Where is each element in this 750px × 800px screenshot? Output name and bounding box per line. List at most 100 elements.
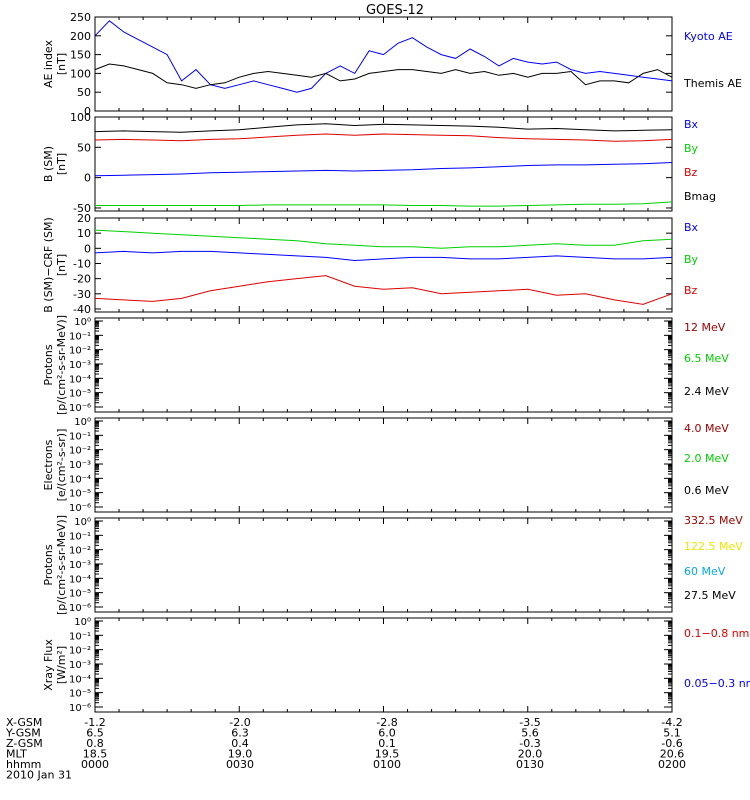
series-line xyxy=(94,133,673,142)
panel-frame xyxy=(94,116,673,212)
panel-frame xyxy=(94,617,673,713)
legend-entry: 0.1−0.8 nm xyxy=(684,627,749,640)
legend-entry: 122.5 MeV xyxy=(684,540,743,553)
x-row-value: 0.4 xyxy=(231,737,249,750)
date-label: 2010 Jan 31 xyxy=(6,769,72,782)
legend-entry: 2.0 MeV xyxy=(684,452,729,465)
legend-entry: Bmag xyxy=(684,190,716,203)
y-tick-label: 10⁰ xyxy=(74,617,91,628)
y-tick-label: -40 xyxy=(73,303,91,316)
y-tick-label: -10 xyxy=(73,257,91,270)
x-row-value: 0130 xyxy=(516,758,544,771)
y-axis-label: Protons xyxy=(42,544,55,585)
y-tick-label: 10⁻⁴ xyxy=(69,374,91,385)
y-tick-label: 10⁻³ xyxy=(69,460,91,471)
legend-entry: 0.05−0.3 nm xyxy=(684,677,750,690)
legend-entry: Themis AE xyxy=(683,77,742,90)
y-tick-label: 10⁻⁶ xyxy=(69,503,91,514)
y-tick-label: 10⁻⁶ xyxy=(69,403,91,414)
panel-3: B (SM)−CRF (SM) [nT] -40 -30 -20 -10 0 10 20 Bx By… xyxy=(42,212,699,316)
x-row-value: 6.3 xyxy=(231,727,249,740)
y-tick-label: 10⁰ xyxy=(74,517,91,528)
series-line xyxy=(94,250,673,262)
x-row-value: -0.3 xyxy=(519,737,540,750)
x-row-value: 5.1 xyxy=(663,727,681,740)
y-tick-label: 0 xyxy=(84,242,91,255)
panel-5: Electrons [e/(cm²-s-sr)] 10⁰ 10⁻¹ 10⁻² 10⁻³ 10… xyxy=(42,417,729,514)
x-row-value: 0200 xyxy=(658,758,686,771)
panel-4: Protons [p/(cm²-s-sr-MeV)] 10⁰ 10⁻¹ 10⁻² 10⁻³… xyxy=(42,315,729,415)
y-tick-label: -30 xyxy=(73,288,91,301)
y-axis-label: Xray Flux xyxy=(42,639,55,691)
x-row-value: -3.5 xyxy=(519,716,540,729)
y-tick-label: 10⁻¹ xyxy=(69,431,91,442)
x-row-value: 19.0 xyxy=(228,748,253,761)
y-axis-label: [nT] xyxy=(55,254,68,276)
y-axis-label: B (SM)−CRF (SM) xyxy=(42,217,55,313)
y-axis-label: AE index xyxy=(42,39,55,88)
y-tick-label: 10⁻² xyxy=(69,446,91,457)
y-axis-label: Protons xyxy=(42,344,55,385)
y-axis-label: [e/(cm²-s-sr)] xyxy=(55,429,68,502)
legend-entry: 4.0 MeV xyxy=(684,422,729,435)
x-row-value: 18.5 xyxy=(83,748,108,761)
legend-entry: 12 MeV xyxy=(684,321,726,334)
legend-entry: Bz xyxy=(684,166,698,179)
y-tick-label: -20 xyxy=(73,273,91,286)
x-row-value: 5.6 xyxy=(521,727,539,740)
y-tick-label: 10⁻⁶ xyxy=(69,603,91,614)
y-tick-label: 10⁻¹ xyxy=(69,631,91,642)
x-row-label: MLT xyxy=(6,748,27,761)
series-line xyxy=(94,63,673,89)
x-row-value: 6.0 xyxy=(378,727,396,740)
x-row-value: 0030 xyxy=(226,758,254,771)
x-row-label: hhmm xyxy=(6,758,41,771)
x-row-value: -0.6 xyxy=(661,737,682,750)
series-line xyxy=(94,275,673,305)
legend-entry: Bx xyxy=(684,118,699,131)
y-tick-label: 10⁻⁵ xyxy=(69,389,91,400)
y-tick-label: 50 xyxy=(77,141,91,154)
y-tick-label: 20 xyxy=(77,212,91,225)
y-tick-label: 10⁻¹ xyxy=(69,531,91,542)
y-tick-label: 10⁻⁵ xyxy=(69,489,91,500)
y-tick-label: 10⁻⁶ xyxy=(69,703,91,714)
x-row-value: 0.8 xyxy=(86,737,104,750)
y-tick-label: 10⁻⁴ xyxy=(69,474,91,485)
y-tick-label: 10⁻¹ xyxy=(69,331,91,342)
y-tick-label: 10⁻⁴ xyxy=(69,574,91,585)
x-row-label: Y-GSM xyxy=(5,727,41,740)
y-axis-label: B (SM) xyxy=(42,146,55,182)
x-row-value: 20.0 xyxy=(518,748,543,761)
legend-entry: 6.5 MeV xyxy=(684,352,729,365)
panel-2: B (SM) [nT] -50 0 50 100 Bx By Bz Bmag xyxy=(42,111,716,215)
x-row-value: -1.2 xyxy=(84,716,105,729)
x-row-value: 0000 xyxy=(81,758,109,771)
y-tick-label: 0 xyxy=(84,105,91,118)
plot-title: GOES-12 xyxy=(366,3,424,18)
y-tick-label: 10 xyxy=(77,227,91,240)
y-axis-label: [p/(cm²-s-sr-MeV)] xyxy=(55,515,68,615)
x-row-label: X-GSM xyxy=(6,716,42,729)
y-axis-label: [nT] xyxy=(55,53,68,75)
legend-entry: 60 MeV xyxy=(684,565,726,578)
series-line xyxy=(94,229,673,249)
y-tick-label: 10⁻³ xyxy=(69,360,91,371)
x-row-label: Z-GSM xyxy=(6,737,43,750)
series-line xyxy=(95,201,673,207)
x-row-value: 20.6 xyxy=(660,748,685,761)
panel-frame xyxy=(94,517,673,613)
panel-frame xyxy=(94,417,673,513)
y-axis-label: [p/(cm²-s-sr-MeV)] xyxy=(55,315,68,415)
legend-entry: By xyxy=(684,142,699,155)
panel-1: AE index [nT] 0 50 100 150 200 250 Kyoto AE Themi… xyxy=(42,11,742,118)
y-tick-label: 100 xyxy=(70,67,91,80)
y-tick-label: 50 xyxy=(77,86,91,99)
legend-entry: 2.4 MeV xyxy=(684,385,729,398)
y-tick-label: 10⁻² xyxy=(69,346,91,357)
series-line xyxy=(94,20,673,93)
y-tick-label: 250 xyxy=(70,11,91,24)
x-row-value: 0100 xyxy=(373,758,401,771)
y-tick-label: 10⁻⁵ xyxy=(69,589,91,600)
